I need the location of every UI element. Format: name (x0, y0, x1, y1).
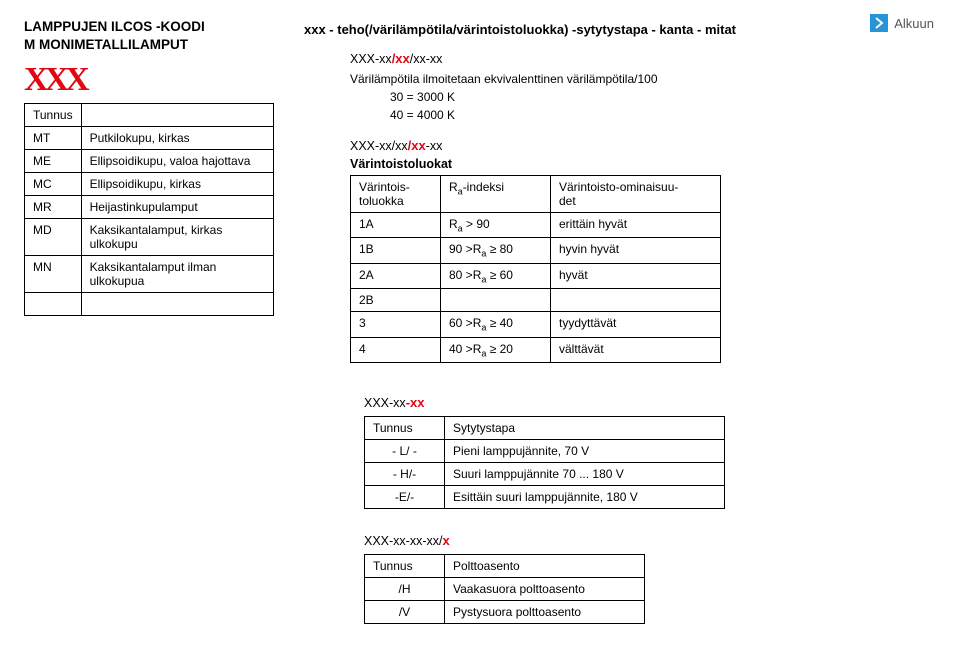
color-temp-text: Värilämpötila ilmoitetaan ekvivalenttine… (350, 70, 936, 124)
tunnus-desc: Ellipsoidikupu, kirkas (81, 173, 273, 196)
tunnus-table: Tunnus MTPutkilokupu, kirkas MEEllipsoid… (24, 103, 274, 316)
left-column: LAMPPUJEN ILCOS -KOODI M MONIMETALLILAMP… (24, 18, 274, 371)
tunnus-code: MN (25, 256, 82, 293)
ignition-block: XXX-xx-xx TunnusSytytystapa - L/ -Pieni … (364, 395, 936, 509)
tunnus-header: Tunnus (25, 104, 82, 127)
tunnus-desc (81, 293, 273, 316)
lower-tables: XXX-xx-xx TunnusSytytystapa - L/ -Pieni … (364, 395, 936, 624)
tunnus-desc: Putkilokupu, kirkas (81, 127, 273, 150)
tunnus-code: MR (25, 196, 82, 219)
title-line-1: LAMPPUJEN ILCOS -KOODI (24, 18, 274, 36)
top-row: LAMPPUJEN ILCOS -KOODI M MONIMETALLILAMP… (24, 18, 936, 371)
tunnus-code: ME (25, 150, 82, 173)
position-block: XXX-xx-xx-xx/x TunnusPolttoasento /HVaak… (364, 533, 936, 624)
right-column: xxx - teho(/värilämpötila/värintoistoluo… (304, 18, 936, 371)
code-header-3: XXX-xx-xx (364, 395, 936, 410)
cri-h1: Värintois-toluokka (351, 176, 441, 213)
code-header-1: XXX-xx/xx/xx-xx (350, 51, 936, 66)
ignition-h2: Sytytystapa (445, 416, 725, 439)
ignition-table: TunnusSytytystapa - L/ -Pieni lamppujänn… (364, 416, 725, 509)
cri-section-label: Värintoistoluokat (350, 157, 936, 171)
formula-line: xxx - teho(/värilämpötila/värintoistoluo… (304, 22, 936, 37)
code-header-2: XXX-xx/xx/xx-xx (350, 138, 936, 153)
cri-h3: Värintoisto-ominaisuu-det (551, 176, 721, 213)
tunnus-desc: Heijastinkupulamput (81, 196, 273, 219)
tunnus-desc: Ellipsoidikupu, valoa hajottava (81, 150, 273, 173)
cri-table: Värintois-toluokka Ra-indeksi Värintoist… (350, 175, 721, 363)
tunnus-code (25, 293, 82, 316)
ignition-h1: Tunnus (365, 416, 445, 439)
cri-h2: Ra-indeksi (441, 176, 551, 213)
color-temp-block: XXX-xx/xx/xx-xx Värilämpötila ilmoitetaa… (304, 51, 936, 124)
tunnus-desc: Kaksikantalamput, kirkas ulkokupu (81, 219, 273, 256)
position-h1: Tunnus (365, 554, 445, 577)
position-h2: Polttoasento (445, 554, 645, 577)
title-line-2: M MONIMETALLILAMPUT (24, 36, 274, 54)
red-logo-xxx: XXX (24, 63, 86, 97)
tunnus-code: MD (25, 219, 82, 256)
back-to-top-label: Alkuun (894, 16, 934, 31)
back-to-top-button[interactable]: Alkuun (870, 14, 934, 32)
tunnus-desc: Kaksikantalamput ilman ulkokupua (81, 256, 273, 293)
page-title: LAMPPUJEN ILCOS -KOODI M MONIMETALLILAMP… (24, 18, 274, 53)
tunnus-code: MT (25, 127, 82, 150)
arrow-right-icon (870, 14, 888, 32)
cri-block: XXX-xx/xx/xx-xx Värintoistoluokat Värint… (304, 138, 936, 363)
position-table: TunnusPolttoasento /HVaakasuora polttoas… (364, 554, 645, 624)
tunnus-code: MC (25, 173, 82, 196)
code-header-4: XXX-xx-xx-xx/x (364, 533, 936, 548)
